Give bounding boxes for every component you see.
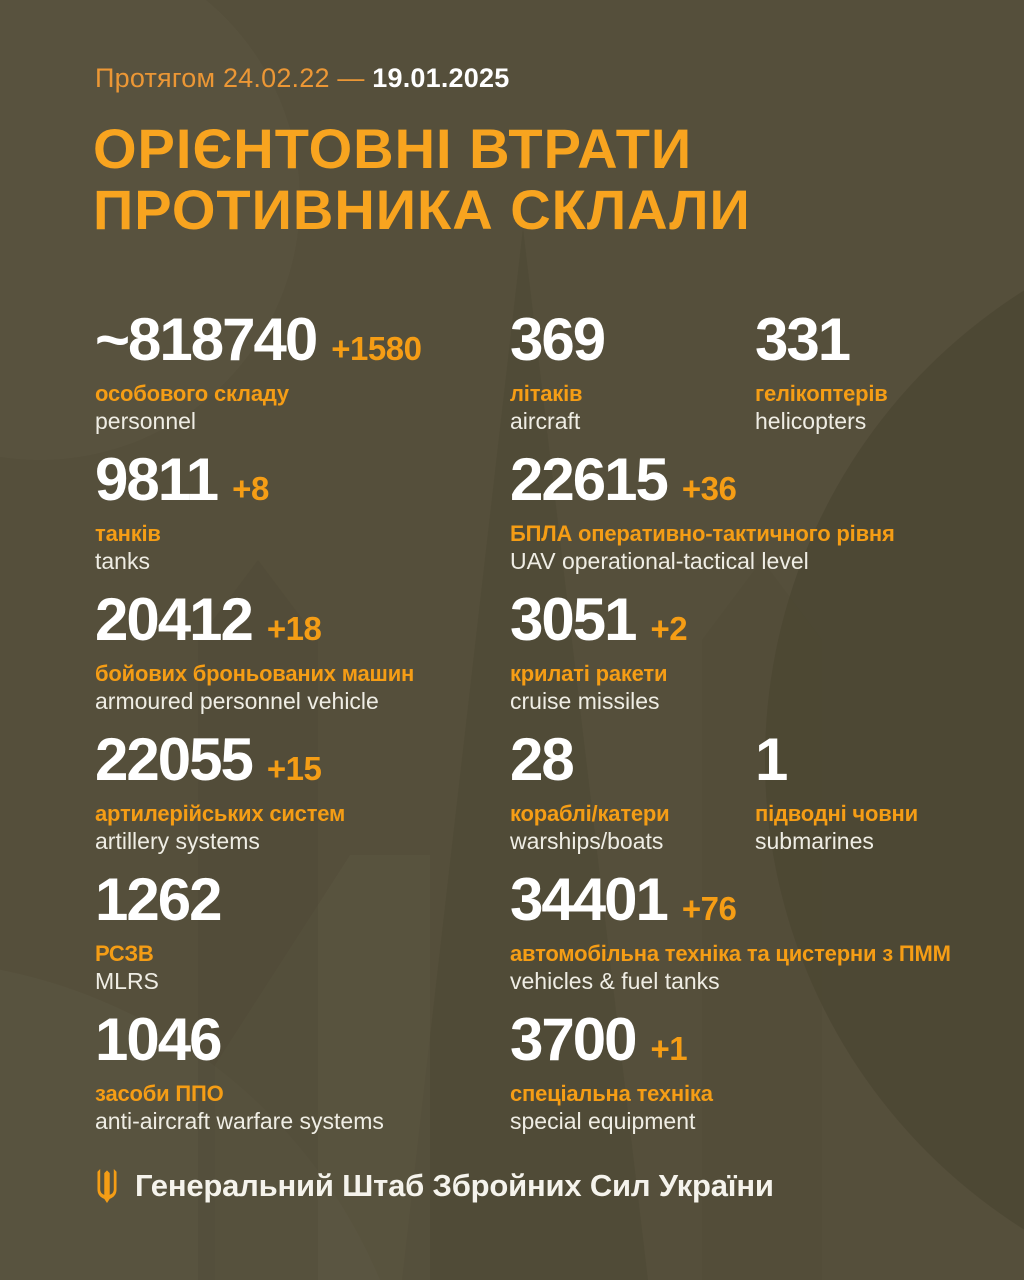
page-title-line1: ОРІЄНТОВНІ ВТРАТИ: [93, 117, 693, 180]
report-period-prefix: Протягом 24.02.22 —: [95, 63, 365, 93]
stat-label-uk: особового складу: [95, 381, 289, 406]
stat-vehicles-fuel: 34401 +76 автомобільна техніка та цистер…: [510, 865, 1006, 1005]
stat-delta: +36: [681, 470, 737, 507]
stat-label-uk: гелікоптерів: [755, 381, 888, 406]
stat-delta: +15: [266, 750, 322, 787]
stat-value: 28: [510, 726, 575, 793]
trident-icon: [97, 1169, 117, 1203]
stat-value: 1: [755, 726, 788, 793]
footer: Генеральний Штаб Збройних Сил України: [95, 1168, 774, 1204]
stat-label-en: UAV operational-tactical level: [510, 548, 809, 574]
stat-label-uk: автомобільна техніка та цистерни з ПММ: [510, 941, 951, 966]
stat-value: 331: [755, 306, 851, 373]
stat-tanks: 9811 +8 танків tanks: [95, 445, 510, 585]
stat-label-en: artillery systems: [95, 828, 260, 854]
stat-label-en: submarines: [755, 828, 874, 854]
stat-aircraft: 369 літаків aircraft: [510, 305, 755, 445]
stat-label-uk: засоби ППО: [95, 1081, 224, 1106]
stat-value: 1262: [95, 866, 222, 933]
stat-label-uk: підводні човни: [755, 801, 918, 826]
stat-label-en: tanks: [95, 548, 150, 574]
page-title: ОРІЄНТОВНІ ВТРАТИ ПРОТИВНИКА СКЛАЛИ: [93, 118, 751, 240]
stat-label-uk: БПЛА оперативно-тактичного рівня: [510, 521, 895, 546]
stat-submarines: 1 підводні човни submarines: [755, 725, 1006, 865]
stat-value: 369: [510, 306, 606, 373]
stat-value: 3051: [510, 586, 637, 653]
stat-label-uk: танків: [95, 521, 161, 546]
stat-label-en: MLRS: [95, 968, 159, 994]
stat-label-en: armoured personnel vehicle: [95, 688, 379, 714]
stat-value: 20412: [95, 586, 254, 653]
report-period: Протягом 24.02.22 — 19.01.2025: [95, 62, 509, 94]
stat-label-en: anti-aircraft warfare systems: [95, 1108, 384, 1134]
report-period-date: 19.01.2025: [372, 63, 510, 93]
stat-value: 22615: [510, 446, 669, 513]
stats-grid: ~818740 +1580 особового складу personnel…: [95, 305, 1006, 1145]
stat-label-uk: спеціальна техніка: [510, 1081, 713, 1106]
stat-label-en: personnel: [95, 408, 197, 434]
stat-delta: +2: [650, 610, 688, 647]
stat-delta: +18: [266, 610, 322, 647]
stat-label-uk: артилерійських систем: [95, 801, 346, 826]
stat-personnel: ~818740 +1580 особового складу personnel: [95, 305, 510, 445]
stat-label-en: vehicles & fuel tanks: [510, 968, 720, 994]
stat-value: 34401: [510, 866, 669, 933]
stat-label-en: cruise missiles: [510, 688, 660, 714]
stat-label-uk: літаків: [510, 381, 583, 406]
stat-label-en: warships/boats: [510, 828, 664, 854]
stat-special-equipment: 3700 +1 спеціальна техніка special equip…: [510, 1005, 1006, 1145]
stat-label-en: special equipment: [510, 1108, 696, 1134]
page-title-line2: ПРОТИВНИКА СКЛАЛИ: [93, 178, 751, 241]
stat-helicopters: 331 гелікоптерів helicopters: [755, 305, 1006, 445]
stat-delta: +1580: [331, 330, 422, 367]
stat-label-uk: РСЗВ: [95, 941, 154, 966]
stat-label-uk: кораблі/катери: [510, 801, 670, 826]
footer-org-name: Генеральний Штаб Збройних Сил України: [135, 1168, 774, 1203]
stat-value: ~818740: [95, 306, 318, 373]
stat-artillery: 22055 +15 артилерійських систем artiller…: [95, 725, 510, 865]
stat-value: 1046: [95, 1006, 222, 1073]
stat-armoured-vehicles: 20412 +18 бойових броньованих машин armo…: [95, 585, 510, 725]
stat-delta: +1: [650, 1030, 688, 1067]
stat-delta: +8: [232, 470, 269, 507]
stat-label-uk: бойових броньованих машин: [95, 661, 415, 686]
stat-uav: 22615 +36 БПЛА оперативно-тактичного рів…: [510, 445, 1006, 585]
stat-label-uk: крилаті ракети: [510, 661, 668, 686]
stat-label-en: helicopters: [755, 408, 867, 434]
stat-cruise-missiles: 3051 +2 крилаті ракети cruise missiles: [510, 585, 1006, 725]
stat-mlrs: 1262 РСЗВ MLRS: [95, 865, 510, 1005]
stat-delta: +76: [681, 890, 737, 927]
stat-value: 22055: [95, 726, 254, 793]
stat-anti-aircraft: 1046 засоби ППО anti-aircraft warfare sy…: [95, 1005, 510, 1145]
stat-value: 9811: [95, 446, 219, 513]
stat-warships: 28 кораблі/катери warships/boats: [510, 725, 755, 865]
stat-label-en: aircraft: [510, 408, 581, 434]
stat-value: 3700: [510, 1006, 637, 1073]
